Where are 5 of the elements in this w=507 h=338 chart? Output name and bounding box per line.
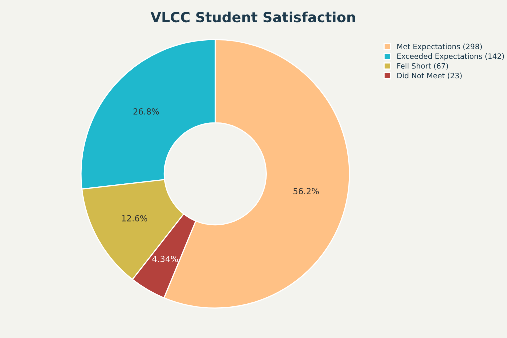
data-label: 26.8% (134, 108, 160, 115)
data-label: 12.6% (122, 215, 148, 222)
chart-title: VLCC Student Satisfaction (150, 12, 356, 23)
data-label: 4.34% (152, 256, 178, 262)
data-label: 56.2% (294, 188, 320, 195)
